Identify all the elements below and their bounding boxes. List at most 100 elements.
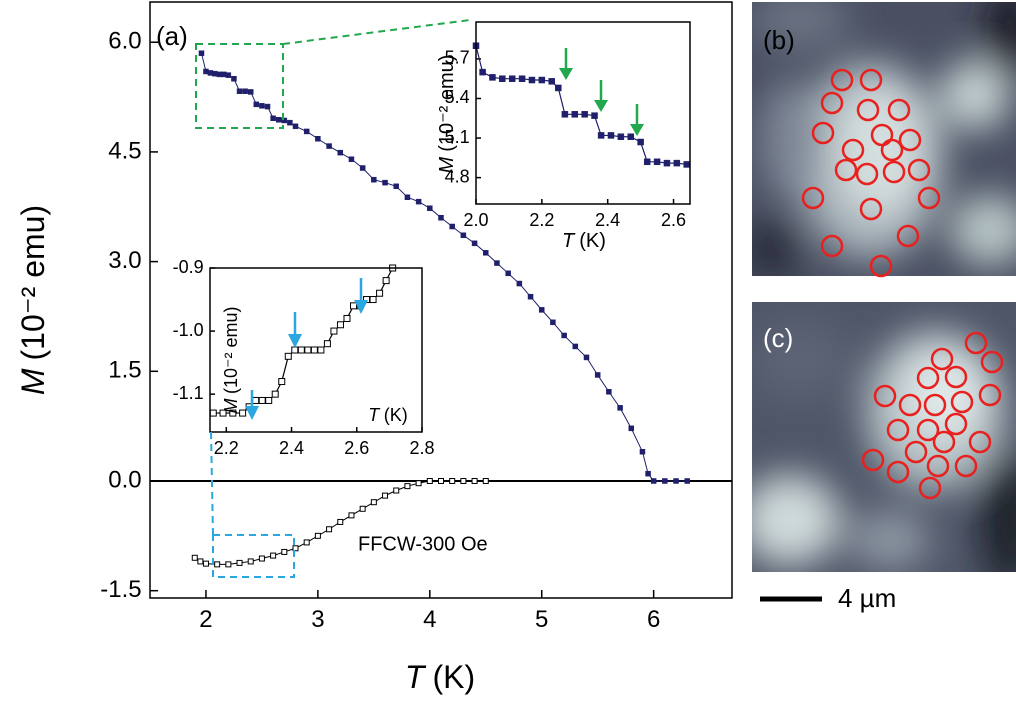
- data-point: [489, 74, 496, 81]
- data-point: [404, 194, 411, 201]
- annotation: FFCW-300 Oe: [358, 533, 488, 555]
- y-tick-label: 5.7: [445, 48, 470, 68]
- data-point: [337, 518, 344, 525]
- data-point: [231, 76, 237, 82]
- data-point: [258, 555, 265, 562]
- data-point: [281, 548, 288, 555]
- plot-frame: [209, 267, 423, 433]
- axis-unit: (K): [579, 230, 606, 252]
- data-point: [538, 76, 546, 84]
- data-point: [259, 103, 265, 109]
- plot-frame: [149, 1, 733, 599]
- data-point: [209, 409, 217, 417]
- data-point: [247, 89, 254, 95]
- data-point: [684, 478, 690, 484]
- data-point: [617, 133, 625, 140]
- data-point: [337, 149, 344, 156]
- data-point: [527, 293, 534, 300]
- data-point: [236, 559, 243, 566]
- data-point: [310, 346, 318, 354]
- data-point: [479, 68, 486, 76]
- data-point: [225, 72, 232, 78]
- data-point: [278, 378, 286, 386]
- data-point: [645, 470, 651, 477]
- data-point: [382, 492, 389, 499]
- x-tick-label: 2.2: [529, 210, 554, 230]
- data-point: [270, 115, 276, 122]
- panel-label: (c): [763, 323, 793, 353]
- data-point: [258, 396, 266, 404]
- data-point: [607, 132, 615, 139]
- data-point: [304, 346, 312, 354]
- axis-symbol: M: [15, 368, 51, 395]
- data-point: [275, 116, 282, 123]
- data-point: [460, 232, 467, 239]
- axis-symbol: M: [221, 399, 241, 414]
- axis-unit: (K): [432, 659, 475, 695]
- data-point: [606, 389, 612, 395]
- data-point: [214, 561, 221, 568]
- y-tick-label: 0.0: [108, 466, 141, 493]
- data-point: [271, 390, 279, 398]
- data-point: [297, 346, 305, 354]
- data-point: [303, 539, 310, 546]
- data-point: [382, 277, 390, 285]
- image-b: [752, 2, 1016, 276]
- data-point: [343, 314, 351, 322]
- annotation: (a): [156, 21, 188, 51]
- data-point: [348, 512, 355, 519]
- data-point: [427, 205, 433, 211]
- y-tick-label: 5.4: [445, 87, 470, 107]
- data-point: [650, 478, 657, 484]
- axis-symbol: T: [368, 405, 381, 425]
- data-point: [198, 50, 205, 56]
- data-point: [597, 132, 605, 139]
- data-point: [264, 103, 271, 110]
- x-tick-label: 2: [199, 606, 212, 633]
- zoom-box: [195, 19, 471, 129]
- data-point: [370, 499, 377, 506]
- data-point: [415, 198, 422, 205]
- data-point: [253, 101, 260, 108]
- x-tick-label: 3: [311, 606, 324, 633]
- data-point: [494, 260, 500, 266]
- data-point: [643, 158, 651, 166]
- y-tick-label: 6.0: [108, 28, 141, 55]
- data-point: [197, 558, 204, 565]
- data-point: [518, 75, 526, 82]
- data-point: [292, 545, 299, 552]
- data-point: [326, 526, 333, 533]
- y-tick-label: -1.5: [100, 576, 141, 603]
- data-point: [247, 558, 254, 565]
- data-point: [581, 111, 588, 118]
- y-axis-label: M (10⁻² emu): [221, 306, 241, 413]
- data-point: [315, 136, 321, 142]
- x-tick-label: 2.0: [463, 210, 488, 230]
- data-point: [483, 250, 489, 256]
- data-point: [393, 487, 400, 494]
- chart: 2 3 4 5 66.04.53.01.50.0-1.5T (K)M(10⁻² emu)(…: [15, 1, 733, 695]
- data-point: [376, 289, 384, 297]
- data-point: [314, 532, 321, 539]
- y-tick-label: -0.9: [173, 257, 204, 277]
- axis-unit: (10⁻² emu): [436, 55, 458, 152]
- data-point: [639, 448, 646, 455]
- y-axis-label: M (10⁻² emu): [436, 55, 458, 174]
- y-tick-label: 3.0: [108, 247, 141, 274]
- data-point: [371, 176, 377, 183]
- data-point: [550, 319, 556, 326]
- data-point: [617, 405, 623, 411]
- data-point: [265, 396, 273, 404]
- data-point: [393, 183, 399, 190]
- x-axis-label: T (K): [405, 659, 475, 695]
- data-point: [202, 560, 209, 567]
- x-tick-label: 5: [535, 606, 548, 633]
- data-point: [637, 138, 644, 146]
- x-tick-label: 2.4: [595, 210, 620, 230]
- data-point: [270, 552, 277, 559]
- data-point: [242, 88, 248, 94]
- data-point: [350, 302, 358, 310]
- axis-unit: (K): [384, 405, 408, 425]
- chart: 2.0 2.2 2.4 2.6 5.7 5.4 5.1 4.8 T (K) M (10⁻² emu): [436, 21, 691, 252]
- data-point: [683, 161, 690, 168]
